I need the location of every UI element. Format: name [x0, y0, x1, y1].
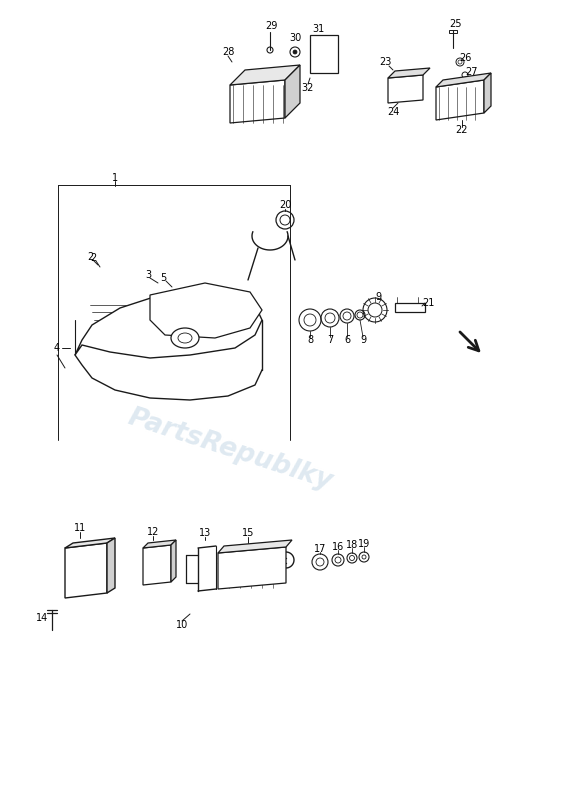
Polygon shape: [388, 75, 423, 103]
Polygon shape: [107, 538, 115, 593]
Text: 20: 20: [279, 200, 291, 210]
Polygon shape: [75, 290, 262, 358]
Text: 26: 26: [459, 53, 471, 63]
Text: 31: 31: [312, 24, 324, 34]
Text: 4: 4: [54, 343, 60, 353]
Ellipse shape: [171, 328, 199, 348]
Text: 14: 14: [36, 613, 48, 623]
Text: 21: 21: [422, 298, 434, 308]
Circle shape: [232, 569, 236, 573]
Text: 17: 17: [314, 544, 326, 554]
Polygon shape: [143, 540, 176, 548]
Polygon shape: [285, 65, 300, 118]
Polygon shape: [436, 80, 484, 120]
Text: 25: 25: [449, 19, 461, 29]
Text: 12: 12: [147, 527, 159, 537]
Text: 1: 1: [112, 173, 118, 183]
Text: 30: 30: [289, 33, 301, 43]
Text: 7: 7: [327, 335, 333, 345]
Polygon shape: [65, 538, 115, 548]
Text: 27: 27: [466, 67, 478, 77]
Polygon shape: [218, 540, 292, 553]
Text: 13: 13: [199, 528, 211, 538]
Text: 19: 19: [358, 539, 370, 549]
Polygon shape: [230, 65, 300, 85]
Polygon shape: [143, 545, 171, 585]
Text: 8: 8: [307, 335, 313, 345]
Text: 9: 9: [360, 335, 366, 345]
Text: 3: 3: [145, 270, 151, 280]
Polygon shape: [484, 73, 491, 113]
Polygon shape: [150, 283, 262, 338]
Bar: [395, 303, 425, 312]
Text: 28: 28: [222, 47, 234, 57]
Text: 18: 18: [346, 540, 358, 550]
Text: 2: 2: [90, 253, 96, 263]
Bar: [310, 35, 338, 73]
Text: 11: 11: [74, 523, 86, 533]
Text: 29: 29: [265, 21, 277, 31]
Polygon shape: [65, 543, 107, 598]
Text: 2: 2: [87, 252, 93, 262]
Text: 10: 10: [176, 620, 188, 630]
Text: 6: 6: [344, 335, 350, 345]
Polygon shape: [230, 80, 285, 123]
Text: 5: 5: [160, 273, 166, 283]
Polygon shape: [436, 73, 491, 87]
Text: 9: 9: [375, 292, 381, 302]
Text: 32: 32: [302, 83, 314, 93]
Bar: [449, 30, 457, 33]
Polygon shape: [388, 68, 430, 78]
Polygon shape: [171, 540, 176, 582]
Text: 16: 16: [332, 542, 344, 552]
Text: 15: 15: [242, 528, 254, 538]
Circle shape: [293, 50, 297, 54]
Text: PartsRepublky: PartsRepublky: [124, 405, 336, 495]
Text: 22: 22: [456, 125, 468, 135]
Polygon shape: [218, 547, 286, 589]
Text: 24: 24: [387, 107, 399, 117]
Text: 23: 23: [379, 57, 391, 67]
